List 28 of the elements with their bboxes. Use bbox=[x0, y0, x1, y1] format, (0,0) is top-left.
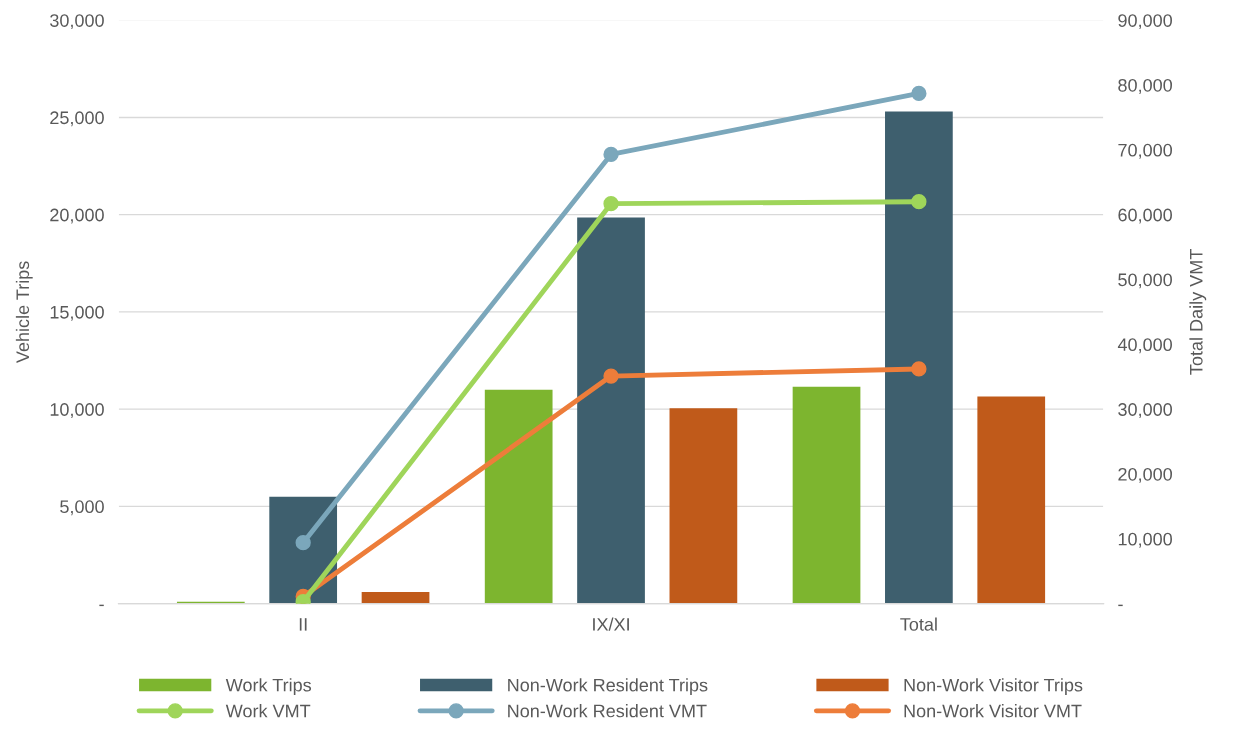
x-tick-label: II bbox=[299, 618, 307, 631]
y2-tick-label: 50,000 bbox=[1118, 273, 1172, 289]
y2-tick-label: 90,000 bbox=[1118, 14, 1172, 30]
legend-label: Non-Work Resident VMT bbox=[508, 704, 707, 718]
y-tick-label: 20,000 bbox=[50, 208, 104, 224]
y2-tick-label: 40,000 bbox=[1117, 338, 1172, 354]
y-tick-label: 30,000 bbox=[50, 14, 104, 30]
y-tick-label: - bbox=[99, 604, 104, 607]
y2-tick-label: 30,000 bbox=[1118, 403, 1172, 419]
y2-tick-label: - bbox=[1118, 604, 1123, 607]
legend-label: Non-Work Resident Trips bbox=[508, 678, 708, 696]
y2-tick-label: 10,000 bbox=[1118, 532, 1172, 548]
y-tick-label: 15,000 bbox=[50, 305, 104, 321]
y-tick-label: 25,000 bbox=[50, 111, 104, 127]
y2-tick-label: 20,000 bbox=[1118, 467, 1172, 483]
y2-axis-title: Total Daily VMT bbox=[1189, 249, 1207, 375]
x-tick-label: IX/XI bbox=[593, 617, 629, 631]
y-tick-label: 5,000 bbox=[60, 500, 104, 516]
legend-label: Work Trips bbox=[225, 678, 312, 696]
y2-tick-label: 80,000 bbox=[1118, 78, 1172, 94]
y2-tick-label: 70,000 bbox=[1118, 143, 1172, 159]
x-tick-label: Total bbox=[900, 617, 937, 631]
y2-tick-label: 60,000 bbox=[1118, 208, 1172, 224]
legend-label: Non-Work Visitor VMT bbox=[904, 704, 1082, 718]
y-tick-label: 10,000 bbox=[50, 403, 104, 419]
legend-label: Non-Work Visitor Trips bbox=[904, 678, 1083, 696]
legend-label: Work VMT bbox=[225, 704, 311, 718]
y-axis-title: Vehicle Trips bbox=[15, 261, 33, 364]
